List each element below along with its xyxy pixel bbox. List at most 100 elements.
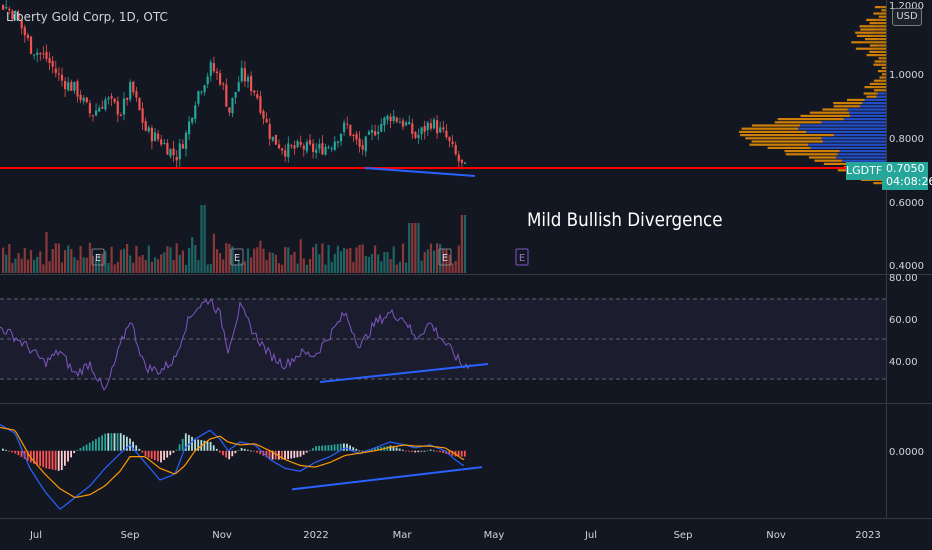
macd-histogram-bar — [85, 444, 88, 451]
volume-bar — [212, 233, 215, 273]
macd-histogram-bar — [429, 449, 432, 451]
candle-body — [417, 134, 420, 139]
currency-button[interactable]: USD — [892, 8, 922, 26]
volume-profile-bar — [873, 31, 886, 34]
macd-histogram-bar — [287, 450, 289, 460]
candle-body — [395, 117, 398, 122]
macd-histogram-bar — [67, 450, 69, 462]
candle-body — [401, 120, 405, 127]
time-tick-label: Jul — [29, 530, 42, 541]
volume-bar — [228, 244, 231, 273]
volume-bar — [274, 254, 277, 273]
macd-histogram-bar — [392, 446, 395, 451]
macd-histogram-bar — [48, 450, 51, 469]
macd-histogram-bar — [157, 450, 159, 462]
volume-profile-bar — [836, 156, 886, 159]
volume-bar — [29, 250, 33, 273]
volume-bar — [414, 223, 417, 273]
volume-bar — [426, 249, 429, 273]
volume-bar — [33, 259, 36, 273]
ticker-label: LGDTF — [846, 162, 882, 180]
volume-profile-bar — [876, 95, 886, 98]
volume-bar — [336, 245, 339, 273]
candle-body — [206, 76, 209, 85]
volume-profile-bar — [877, 54, 886, 57]
candle-body — [163, 142, 166, 144]
macd-histogram-bar — [163, 450, 165, 460]
candle-body — [237, 82, 240, 92]
candle-body — [26, 34, 29, 39]
volume-bar — [299, 239, 302, 273]
earnings-marker-box — [230, 248, 244, 266]
macd-histogram-bar — [79, 448, 82, 451]
candle-body — [318, 144, 321, 149]
volume-profile-bar — [814, 159, 843, 162]
macd-histogram-bar — [5, 449, 7, 451]
candle-body — [197, 91, 200, 104]
volume-bar — [82, 257, 85, 273]
macd-histogram-bar — [29, 450, 32, 463]
volume-profile-bar — [740, 134, 834, 137]
volume-bar — [327, 244, 330, 273]
macd-histogram-bar — [240, 448, 243, 451]
candle-body — [457, 154, 460, 162]
volume-profile-bar — [851, 41, 864, 44]
volume-profile-bar — [878, 57, 882, 60]
volume-profile-bar — [884, 9, 886, 12]
volume-profile-bar — [876, 25, 886, 28]
candle-body — [73, 81, 76, 91]
macd-histogram-bar — [194, 438, 196, 451]
candle-body — [324, 146, 327, 155]
macd-histogram-bar — [219, 450, 221, 453]
volume-profile-bar — [847, 108, 886, 111]
candle-body — [287, 143, 290, 158]
volume-profile-bar — [864, 38, 879, 41]
macd-histogram-bar — [36, 450, 38, 465]
volume-bar — [188, 248, 191, 273]
volume-profile-bar — [871, 34, 886, 37]
volume-bar — [240, 262, 243, 273]
candle-body — [355, 133, 358, 140]
candle-body — [367, 131, 370, 135]
candle-body — [215, 71, 219, 74]
macd-histogram-bar — [423, 450, 426, 452]
volume-bar — [367, 256, 370, 273]
time-tick-label: 2023 — [855, 530, 880, 541]
macd-histogram-bar — [150, 450, 153, 459]
macd-histogram-bar — [169, 450, 172, 456]
macd-histogram-bar — [203, 440, 206, 451]
time-tick-label: Sep — [121, 530, 140, 541]
macd-histogram-bar — [389, 445, 392, 451]
candle-body — [135, 91, 138, 98]
candle-body — [64, 81, 67, 90]
candle-body — [454, 144, 457, 155]
macd-histogram-bar — [408, 450, 410, 452]
candle-body — [420, 127, 423, 135]
volume-profile-bar — [806, 130, 886, 133]
volume-bar — [374, 245, 377, 273]
volume-bar — [370, 253, 374, 273]
candle-body — [414, 132, 417, 138]
macd-histogram-bar — [330, 444, 333, 451]
candle-body — [11, 10, 14, 20]
volume-bar — [445, 249, 448, 273]
volume-bar — [132, 262, 135, 273]
volume-bar — [312, 247, 315, 273]
candle-body — [160, 139, 163, 145]
price-divergence-line — [364, 167, 476, 177]
volume-bar — [178, 254, 181, 273]
macd-histogram-bar — [228, 450, 231, 460]
volume-bar — [39, 251, 42, 273]
macd-histogram-bar — [132, 441, 134, 451]
candle-body — [222, 83, 225, 85]
rsi-tick-label: 40.00 — [889, 357, 918, 368]
volume-profile-bar — [821, 121, 886, 124]
volume-bar — [60, 262, 64, 273]
rsi-line — [0, 299, 471, 391]
earnings-marker: E — [95, 253, 101, 264]
volume-bar — [417, 223, 420, 273]
macd-histogram-bar — [225, 450, 227, 458]
volume-bar — [67, 245, 70, 273]
volume-bar — [206, 264, 209, 273]
